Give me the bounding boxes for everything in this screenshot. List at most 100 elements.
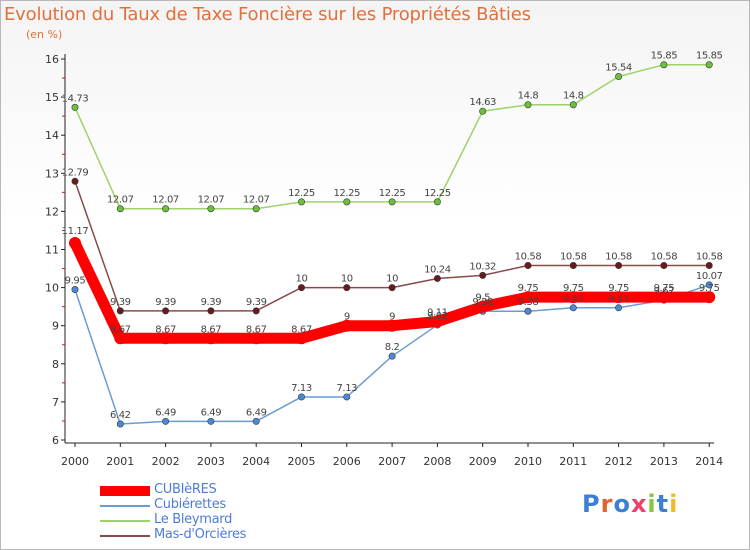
data-label: 14.8 [518, 91, 539, 102]
x-tick-label: 2007 [378, 455, 406, 468]
x-tick-label: 2006 [333, 455, 361, 468]
data-point [612, 291, 625, 304]
data-point [615, 262, 623, 270]
data-label: 15.54 [605, 63, 632, 74]
data-point [71, 103, 79, 111]
data-point [69, 237, 81, 250]
data-label: 14.63 [469, 97, 496, 108]
data-point [657, 291, 670, 304]
data-point [705, 281, 713, 289]
data-point [567, 291, 580, 304]
data-label: 12.25 [379, 188, 406, 199]
y-tick-label: 9 [52, 320, 59, 333]
data-label: 10 [386, 274, 398, 285]
data-label: 8.67 [110, 324, 131, 335]
x-tick-label: 2010 [514, 455, 542, 468]
logo-letter: t [656, 490, 670, 518]
data-label: 9 [389, 312, 395, 323]
x-tick-label: 2009 [469, 455, 497, 468]
data-point [615, 73, 623, 81]
data-label: 9.02 [427, 311, 448, 322]
logo-letter: i [647, 490, 657, 518]
data-point [343, 284, 351, 292]
logo-letter: P [582, 490, 601, 518]
data-point [569, 101, 577, 109]
data-label: 10 [296, 274, 308, 285]
legend-label: CUBIèRES [154, 482, 217, 497]
legend-swatch [100, 505, 150, 507]
legend-label: Cubiérettes [154, 497, 226, 512]
data-point [252, 307, 260, 315]
data-label: 8.67 [246, 324, 267, 335]
chart-unit-label: (en %) [26, 28, 63, 41]
data-label: 9.95 [65, 276, 86, 287]
legend-swatch [100, 535, 150, 537]
data-point [524, 307, 532, 315]
data-label: 10.58 [560, 252, 587, 263]
data-point [159, 332, 172, 345]
y-tick-label: 8 [52, 358, 59, 371]
chart-title: Evolution du Taux de Taxe Foncière sur l… [4, 4, 531, 25]
data-point [162, 205, 170, 213]
data-point [524, 262, 532, 270]
data-point [476, 300, 489, 313]
data-label: 12.25 [424, 188, 451, 199]
logo-letter: i [669, 490, 679, 518]
y-tick-label: 16 [45, 53, 59, 66]
data-point [162, 417, 170, 425]
y-tick-label: 14 [45, 129, 59, 142]
legend-label: Mas-d'Orcières [154, 527, 247, 542]
data-point [343, 198, 351, 206]
data-label: 12.07 [198, 195, 225, 206]
data-point [116, 205, 124, 213]
legend-swatch [100, 520, 150, 522]
x-tick-label: 2011 [559, 455, 587, 468]
data-label: 10.58 [651, 252, 678, 263]
data-label: 8.67 [155, 324, 176, 335]
x-tick-label: 2014 [695, 455, 723, 468]
data-point [162, 307, 170, 315]
data-label: 9 [344, 312, 350, 323]
data-label: 8.67 [201, 324, 222, 335]
data-point [386, 319, 399, 332]
y-tick-label: 6 [52, 434, 59, 447]
data-label: 12.07 [107, 195, 134, 206]
data-label: 12.07 [243, 195, 270, 206]
x-tick-label: 2013 [650, 455, 678, 468]
logo-letter: o [613, 490, 631, 518]
x-tick-label: 2005 [288, 455, 316, 468]
logo-letter: r [600, 490, 614, 518]
data-point [343, 393, 351, 401]
data-point [705, 61, 713, 69]
data-label: 14.8 [563, 91, 584, 102]
data-label: 10.58 [515, 252, 542, 263]
data-label: 9.39 [246, 297, 267, 308]
data-label: 6.49 [246, 407, 267, 418]
data-label: 12.79 [62, 167, 89, 178]
data-point [479, 271, 487, 279]
data-label: 9.38 [518, 297, 539, 308]
data-point [615, 304, 623, 312]
x-tick-label: 2003 [197, 455, 225, 468]
y-tick-label: 11 [45, 244, 59, 257]
data-point [207, 205, 215, 213]
data-point [660, 262, 668, 270]
logo-letter: x [630, 490, 648, 518]
data-point [71, 177, 79, 185]
data-label: 9.38 [472, 297, 493, 308]
data-point [297, 284, 305, 292]
data-label: 7.13 [291, 383, 312, 394]
data-point [569, 262, 577, 270]
y-tick-label: 13 [45, 167, 59, 180]
data-point [388, 198, 396, 206]
data-label: 8.2 [385, 342, 400, 353]
data-label: 12.07 [152, 195, 179, 206]
data-point [705, 262, 713, 270]
y-tick-label: 10 [45, 282, 59, 295]
data-label: 9.5 [475, 293, 490, 304]
data-point [524, 101, 532, 109]
x-tick-label: 2000 [61, 455, 89, 468]
x-tick-label: 2001 [106, 455, 134, 468]
data-label: 9.75 [518, 283, 539, 294]
y-tick-label: 15 [45, 91, 59, 104]
